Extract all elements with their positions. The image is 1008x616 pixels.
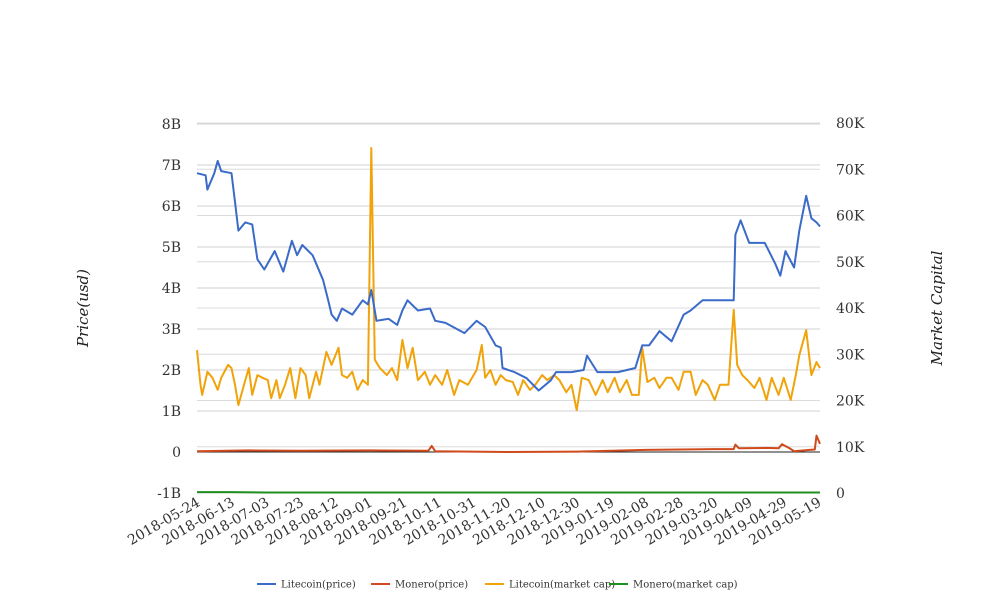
y-axis-right: 0 10K 20K 30K 40K 50K 60K 70K 80K: [836, 116, 865, 502]
x-axis: 2018-05-242018-06-132018-07-032018-07-23…: [125, 495, 824, 549]
y-axis-right-label: Market Capital: [928, 250, 946, 366]
y-left-tick-label: 3B: [162, 322, 181, 338]
y-right-tick-label: 20K: [836, 394, 865, 410]
y-right-tick-label: 0: [836, 486, 845, 502]
y-left-tick-label: 7B: [162, 158, 181, 174]
y-right-tick-label: 10K: [836, 440, 865, 456]
legend-label: Monero(market cap): [633, 580, 738, 591]
y-left-tick-label: 5B: [162, 240, 181, 256]
legend: Litecoin(price) Monero(price) Litecoin(mar…: [257, 580, 738, 591]
y-right-tick-label: 70K: [836, 162, 865, 178]
y-right-tick-label: 40K: [836, 301, 865, 317]
y-left-tick-label: 6B: [162, 199, 181, 215]
y-left-tick-label: 1B: [162, 404, 181, 420]
y-axis-left-label: Price(usd): [74, 269, 92, 348]
y-left-tick-label: 4B: [162, 281, 181, 297]
series-line-litecoin-price: [196, 159, 821, 392]
y-left-tick-label: 8B: [162, 117, 181, 133]
series-line-litecoin-market-cap: [196, 147, 821, 412]
gridlines: [197, 122, 820, 494]
y-axis-left: -1B 0 1B 2B 3B 4B 5B 6B 7B 8B: [157, 117, 181, 502]
y-left-tick-label: -1B: [157, 486, 181, 502]
series-lines: [196, 147, 821, 494]
y-right-tick-label: 50K: [836, 255, 865, 271]
legend-label: Monero(price): [395, 580, 468, 591]
y-right-tick-label: 60K: [836, 209, 865, 225]
y-right-tick-label: 80K: [836, 116, 865, 132]
series-line-monero-price: [196, 434, 821, 453]
legend-label: Litecoin(price): [281, 580, 356, 591]
legend-label: Litecoin(market cap): [509, 580, 615, 591]
y-left-tick-label: 2B: [162, 363, 181, 379]
y-left-tick-label: 0: [172, 445, 181, 461]
y-right-tick-label: 30K: [836, 347, 865, 363]
